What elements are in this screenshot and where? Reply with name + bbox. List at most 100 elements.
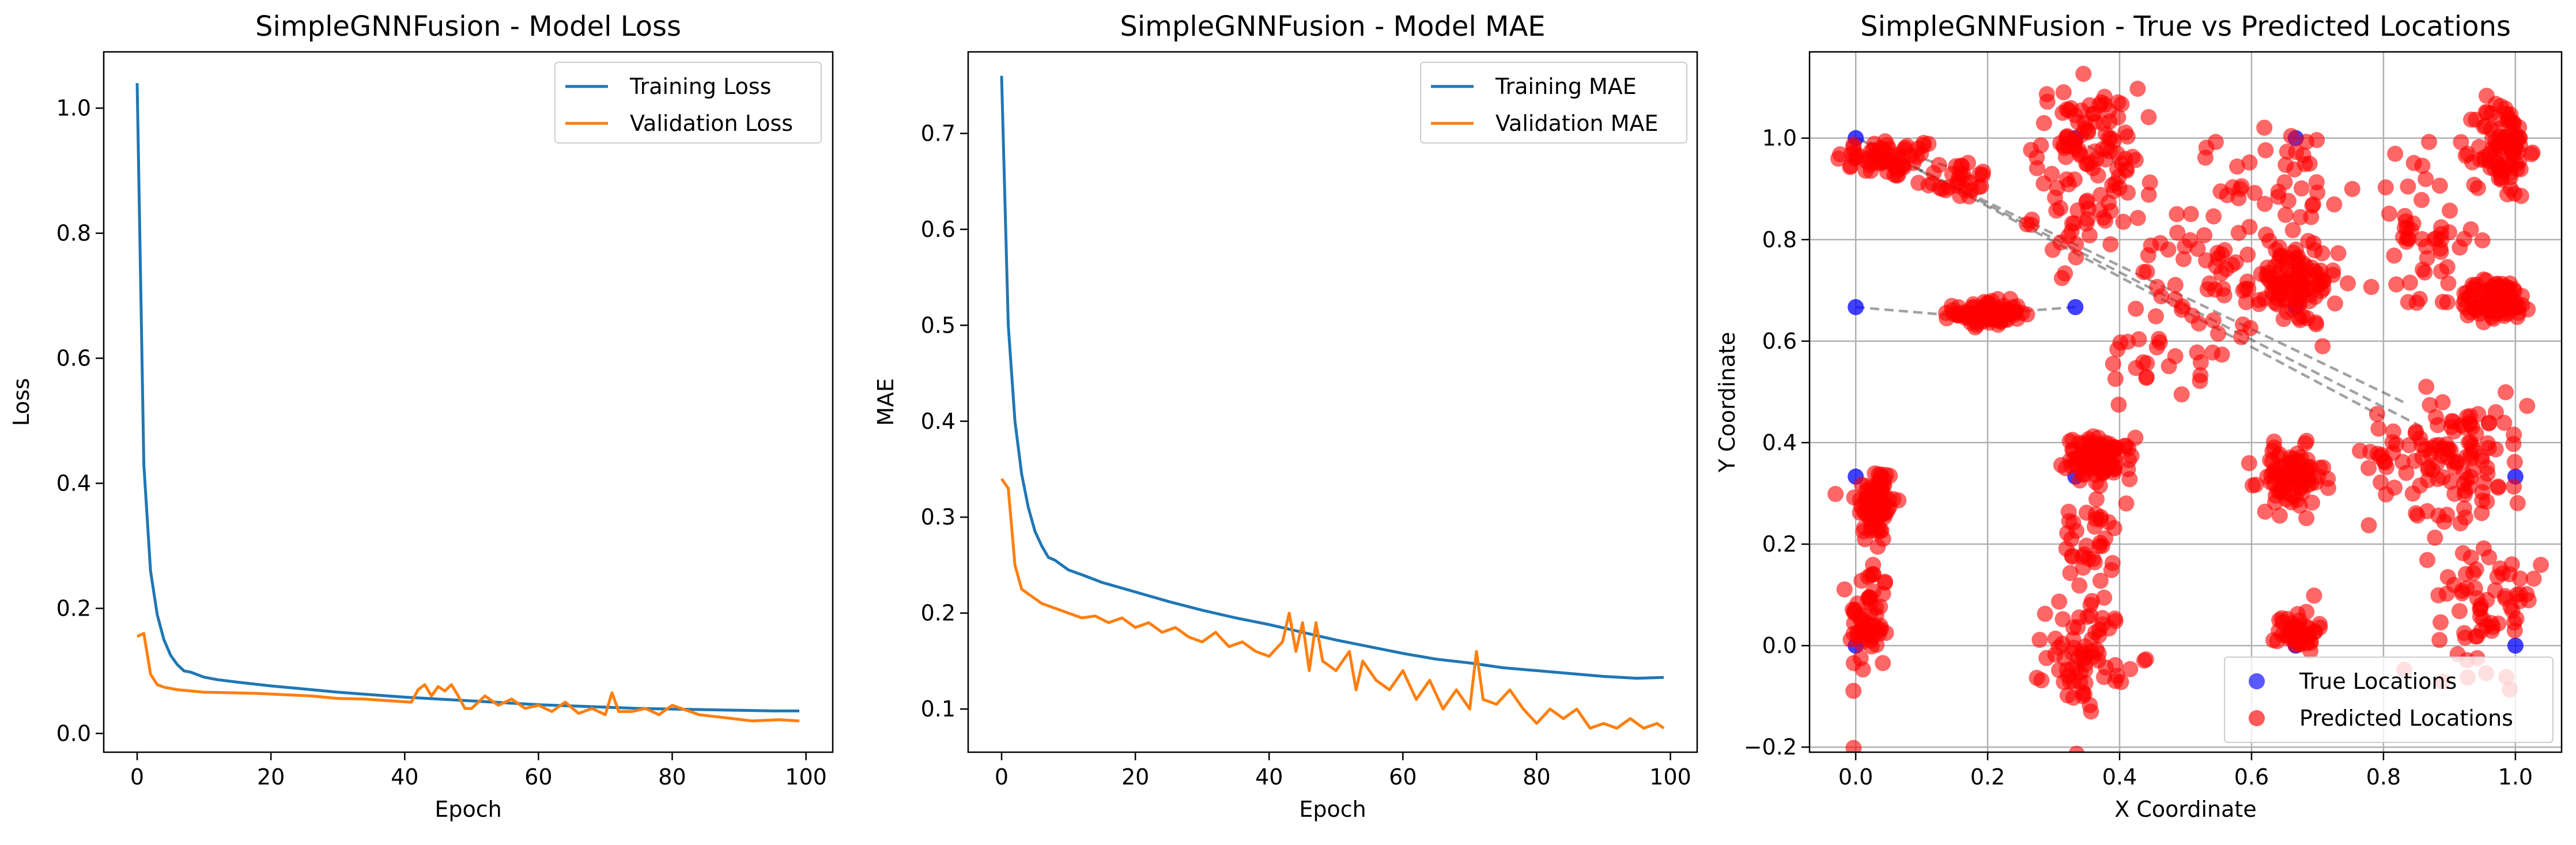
predicted-location-point (2360, 460, 2377, 477)
x-tick-label: 0 (130, 764, 144, 790)
predicted-location-point (2038, 650, 2055, 666)
loss-chart-frame (103, 51, 834, 753)
predicted-location-point (1868, 523, 1885, 540)
predicted-location-point (2055, 84, 2072, 101)
predicted-location-point (2293, 180, 2310, 197)
predicted-location-point (2033, 137, 2049, 154)
predicted-location-point (2068, 745, 2085, 752)
predicted-location-point (2257, 503, 2273, 520)
predicted-location-point (2167, 348, 2184, 364)
predicted-location-point (2443, 418, 2460, 435)
predicted-location-point (2248, 477, 2264, 493)
predicted-location-point (2506, 623, 2523, 639)
predicted-location-point (2075, 684, 2091, 700)
predicted-location-point (2430, 507, 2447, 524)
predicted-location-point (2525, 571, 2542, 587)
predicted-location-point (2298, 432, 2315, 449)
predicted-location-point (2503, 141, 2520, 157)
predicted-location-point (2117, 150, 2133, 167)
predicted-location-point (2048, 202, 2065, 219)
predicted-location-point (2476, 474, 2492, 491)
predicted-location-point (2304, 495, 2320, 511)
x-tick-label: 100 (785, 764, 827, 790)
predicted-location-point (2088, 474, 2105, 491)
predicted-location-point (2414, 231, 2430, 247)
loss-chart-legend-label-validation: Validation Loss (630, 111, 793, 136)
predicted-location-point (2524, 144, 2541, 161)
predicted-location-point (2092, 534, 2109, 551)
predicted-location-point (2483, 105, 2500, 122)
predicted-location-point (2117, 124, 2134, 141)
predicted-location-point (2433, 263, 2449, 280)
predicted-location-point (2088, 491, 2105, 507)
predicted-location-point (2196, 227, 2213, 244)
predicted-location-point (2462, 447, 2479, 463)
series-line-validation-loss (136, 632, 800, 723)
predicted-location-point (2371, 448, 2388, 465)
predicted-location-point (2292, 478, 2309, 495)
predicted-location-point (2304, 197, 2321, 214)
predicted-location-point (2250, 292, 2267, 308)
predicted-location-point (2235, 316, 2251, 333)
predicted-location-point (2173, 301, 2190, 318)
predicted-location-point (2072, 472, 2088, 489)
predicted-location-point (2381, 205, 2397, 222)
predicted-location-point (2508, 610, 2525, 627)
predicted-location-point (1938, 305, 1954, 321)
predicted-location-point (2434, 293, 2451, 310)
predicted-location-point (2454, 585, 2471, 602)
predicted-location-point (2478, 88, 2495, 104)
predicted-location-point (2472, 601, 2488, 617)
predicted-location-point (2061, 433, 2078, 450)
predicted-location-point (2148, 308, 2164, 325)
predicted-location-point (2257, 142, 2274, 159)
predicted-location-point (2060, 176, 2077, 193)
predicted-location-point (2503, 556, 2520, 573)
predicted-location-point (2029, 670, 2045, 686)
predicted-location-point (2100, 514, 2117, 530)
predicted-location-point (2105, 356, 2121, 372)
predicted-location-point (2229, 158, 2246, 175)
predicted-location-point (2464, 154, 2480, 171)
predicted-location-point (1977, 308, 1993, 325)
y-tick-label: 0.4 (921, 409, 955, 434)
y-tick-label: 1.0 (1762, 126, 1797, 151)
predicted-location-point (2140, 109, 2157, 126)
predicted-location-point (2120, 334, 2136, 350)
mae-chart-legend-box (1420, 62, 1687, 144)
predicted-location-point (2140, 247, 2156, 263)
predicted-location-point (2169, 206, 2185, 222)
predicted-location-point (2514, 297, 2530, 314)
predicted-location-point (2418, 171, 2434, 187)
predicted-location-point (2299, 463, 2316, 480)
x-tick-label: 0 (995, 764, 1009, 790)
predicted-location-point (2438, 586, 2455, 602)
predicted-location-point (2473, 505, 2490, 522)
predicted-location-point (1910, 175, 1927, 191)
predicted-location-point (2256, 119, 2273, 136)
x-tick-label: 100 (1649, 764, 1691, 790)
predicted-location-point (2175, 251, 2192, 267)
predicted-location-point (2287, 254, 2303, 270)
y-tick-label: 0.7 (921, 120, 955, 146)
predicted-location-point (2487, 441, 2504, 458)
x-tick-label: 0.0 (1838, 764, 1873, 790)
predicted-location-point (2306, 587, 2322, 604)
predicted-location-point (1846, 489, 1863, 506)
predicted-location-point (2238, 294, 2254, 311)
predicted-location-point (2506, 454, 2523, 470)
predicted-location-point (2239, 246, 2256, 263)
predicted-location-point (2122, 661, 2139, 677)
y-tick-label: 0.2 (921, 601, 955, 626)
predicted-location-point (2192, 367, 2209, 383)
predicted-location-point (2232, 180, 2249, 197)
predicted-location-point (2029, 149, 2045, 166)
predicted-location-point (2475, 314, 2492, 330)
predicted-location-point (1920, 135, 1937, 152)
connection-line (1868, 142, 2384, 418)
locations-chart-ylabel: Y Coordinate (1714, 332, 1740, 473)
predicted-location-point (2298, 510, 2315, 526)
mae-chart-ticks: 0 20 40 60 80 100 0.1 0.2 0.3 0.4 0.5 0.6 0.7 (921, 120, 1691, 790)
series-line-validation-mae (1000, 478, 1665, 730)
predicted-location-point (2407, 452, 2423, 469)
